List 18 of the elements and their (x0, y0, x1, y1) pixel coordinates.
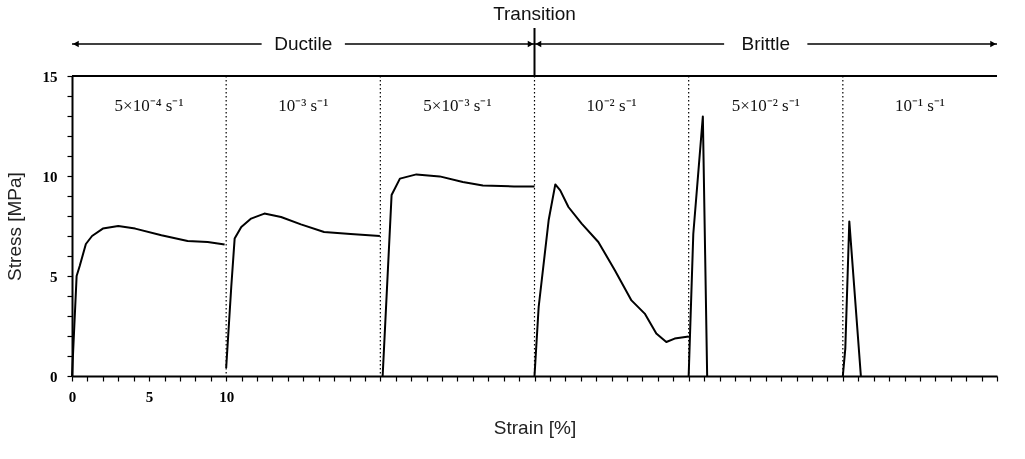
annotation: 10⁻³ s⁻¹ (278, 96, 329, 115)
text: Brittle (741, 33, 791, 54)
x-tick-label: 0 (68, 388, 77, 405)
y-tick-label: 10 (42, 168, 58, 185)
x-axis-title: Strain [%] (493, 416, 577, 438)
y-axis-title: Stress [MPa] (3, 172, 25, 281)
text: Transition (493, 3, 576, 24)
x-tick-label: 10 (219, 388, 235, 405)
annotation: 10⁻¹ s⁻¹ (894, 96, 945, 115)
annotation: 5×10⁻² s⁻¹ (731, 96, 800, 115)
y-tick-label: 0 (50, 368, 58, 385)
annotation: 5×10⁻³ s⁻¹ (423, 96, 492, 115)
annotation: 10⁻² s⁻¹ (586, 96, 637, 115)
annotation: 5×10⁻⁴ s⁻¹ (114, 96, 184, 115)
text: Ductile (274, 33, 333, 54)
y-tick-label: 5 (50, 268, 58, 285)
x-tick-label: 5 (145, 388, 154, 405)
y-tick-label: 15 (42, 68, 58, 85)
